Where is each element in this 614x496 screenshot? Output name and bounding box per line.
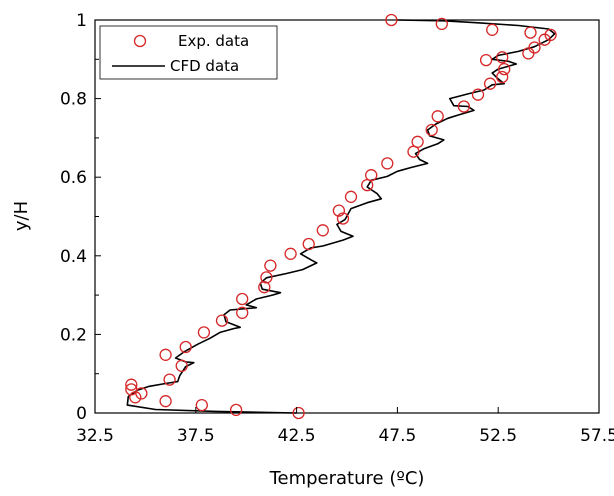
y-axis-title: y/H	[11, 201, 32, 231]
exp-data-point	[195, 398, 208, 412]
exp-data-point	[125, 383, 138, 396]
exp-data-point	[496, 70, 509, 84]
legend-cfd-label: CFD data	[170, 57, 239, 75]
exp-data-point	[544, 28, 557, 42]
exp-data-point	[522, 47, 535, 60]
y-tick-label: 0	[76, 404, 87, 424]
exp-data-point	[159, 395, 172, 408]
cfd-data-line	[126, 19, 556, 414]
y-tick-label: 0.4	[60, 247, 87, 267]
y-tick-label: 0.6	[60, 168, 87, 188]
exp-data-point	[125, 378, 138, 391]
exp-data-point	[215, 314, 229, 327]
exp-data-point	[486, 23, 499, 36]
exp-data-point	[457, 100, 471, 113]
exp-data-point	[528, 41, 541, 54]
exp-data-point	[229, 403, 243, 417]
x-axis-title: Temperature (ºC)	[269, 468, 425, 489]
x-tick-label: 42.5	[278, 426, 316, 446]
exp-data-point	[129, 391, 142, 404]
exp-data-point	[479, 53, 493, 67]
exp-data-point	[381, 157, 394, 170]
exp-data-point	[236, 306, 249, 319]
exp-data-point	[163, 373, 176, 386]
exp-data-point	[302, 237, 315, 251]
exp-data-point	[292, 406, 305, 420]
exp-data-point	[498, 62, 511, 76]
exp-data-point	[524, 26, 537, 39]
legend-exp-label: Exp. data	[178, 32, 249, 50]
x-axis: 32.5 37.5 42.5 47.5 52.5 57.5	[76, 407, 614, 446]
exp-data-point	[175, 359, 188, 372]
exp-data-point	[284, 247, 297, 260]
cfd-series-layer	[126, 19, 556, 414]
exp-data-point	[197, 326, 211, 339]
exp-data-point	[336, 212, 350, 225]
exp-data-point	[365, 169, 378, 182]
exp-data-point	[236, 292, 249, 306]
exp-data-point	[483, 77, 497, 90]
exp-data-point	[425, 123, 438, 137]
exp-data-point	[385, 13, 398, 27]
exp-data-point	[316, 224, 329, 237]
exp-series-layer	[125, 13, 557, 420]
exp-data-point	[411, 135, 424, 148]
exp-data-point	[179, 340, 192, 354]
x-tick-label: 47.5	[378, 426, 416, 446]
y-axis: 0 0.2 0.4 0.6 0.8 1	[60, 11, 101, 424]
y-tick-label: 1	[76, 11, 87, 31]
exp-data-point	[435, 17, 448, 31]
y-tick-label: 0.8	[60, 90, 87, 110]
legend-box	[99, 25, 278, 80]
x-tick-label: 32.5	[76, 426, 114, 446]
legend: Exp. data CFD data	[99, 25, 278, 80]
exp-data-point	[496, 51, 509, 64]
exp-data-point	[258, 281, 271, 294]
y-tick-label: 0.2	[60, 325, 87, 345]
x-tick-label: 57.5	[580, 426, 614, 446]
exp-data-point	[471, 88, 485, 101]
exp-data-point	[344, 190, 358, 203]
exp-data-point	[260, 271, 273, 284]
legend-exp-marker	[133, 34, 147, 48]
x-tick-label: 37.5	[177, 426, 215, 446]
exp-data-point	[159, 348, 172, 361]
exp-data-point	[431, 110, 444, 123]
exp-data-point	[264, 259, 277, 272]
exp-data-point	[332, 204, 346, 217]
x-tick-label: 52.5	[479, 426, 517, 446]
